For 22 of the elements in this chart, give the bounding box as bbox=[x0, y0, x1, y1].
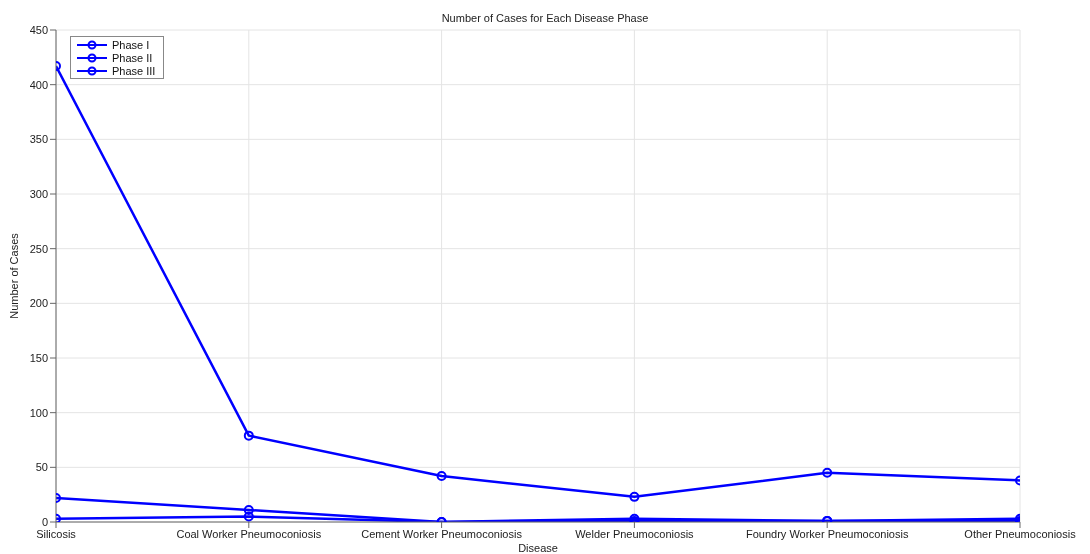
y-tick-label: 50 bbox=[35, 461, 48, 474]
y-tick-label: 450 bbox=[29, 23, 48, 36]
y-axis-title: Number of Cases bbox=[7, 232, 20, 319]
x-tick-label: Cement Worker Pneumoconiosis bbox=[361, 527, 523, 540]
y-tick-label: 350 bbox=[29, 133, 48, 146]
x-tick-label: Welder Pneumoconiosis bbox=[575, 527, 695, 540]
x-tick-label: Coal Worker Pneumoconiosis bbox=[176, 527, 322, 540]
y-tick-label: 150 bbox=[29, 351, 48, 364]
y-tick-label: 400 bbox=[29, 78, 48, 91]
x-axis-title: Disease bbox=[518, 542, 558, 554]
x-tick-label: Foundry Worker Pneumoconiosis bbox=[745, 527, 909, 540]
y-tick-label: 0 bbox=[41, 515, 48, 528]
y-tick-label: 250 bbox=[29, 242, 48, 255]
legend-label: Phase I bbox=[112, 38, 150, 51]
legend-label: Phase III bbox=[112, 64, 156, 77]
x-tick-label: Other Pneumoconiosis bbox=[964, 527, 1077, 540]
chart-title: Number of Cases for Each Disease Phase bbox=[440, 12, 650, 24]
y-tick-label: 100 bbox=[29, 406, 48, 419]
legend-label: Phase II bbox=[112, 51, 153, 64]
y-tick-label: 300 bbox=[29, 187, 48, 200]
y-tick-label: 200 bbox=[29, 297, 48, 310]
x-tick-label: Silicosis bbox=[36, 527, 77, 540]
